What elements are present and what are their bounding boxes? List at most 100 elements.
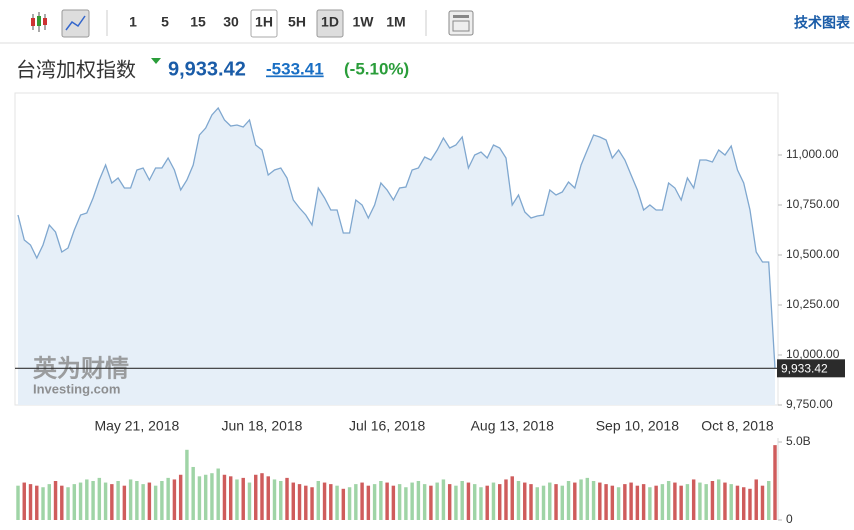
y-tick-label: 11,000.00: [786, 147, 839, 161]
volume-bar: [53, 481, 58, 520]
volume-bar: [385, 482, 389, 520]
volume-bar: [472, 484, 477, 520]
index-title: 台湾加权指数: [16, 58, 136, 81]
volume-bar: [172, 479, 177, 520]
volume-bar: [454, 485, 458, 520]
volume-bar: [404, 487, 408, 520]
interval-button[interactable]: 1W: [353, 14, 375, 30]
volume-bar: [228, 476, 233, 520]
volume-bar: [147, 482, 152, 520]
volume-bar: [479, 487, 483, 520]
volume-bar: [629, 482, 633, 520]
x-tick-label: Aug 13, 2018: [471, 418, 555, 434]
volume-bar: [666, 481, 671, 520]
volume-bar: [447, 484, 452, 520]
volume-bar: [16, 485, 20, 520]
volume-bar: [222, 474, 227, 520]
volume-bar: [347, 487, 352, 520]
volume-bar: [372, 484, 377, 520]
volume-bar: [410, 482, 414, 520]
volume-bar: [279, 481, 283, 520]
volume-bar: [210, 473, 214, 520]
volume-bar: [422, 484, 427, 520]
volume-bar: [335, 485, 339, 520]
volume-bar: [579, 479, 583, 520]
volume-tick-label: 5.0B: [786, 434, 811, 448]
interval-button[interactable]: 30: [223, 14, 239, 30]
volume-bar: [178, 474, 183, 520]
volume-bar: [197, 476, 202, 520]
y-tick-label: 10,750.00: [786, 197, 840, 211]
volume-bar: [673, 482, 677, 520]
volume-bar: [729, 484, 733, 520]
volume-bar: [548, 482, 552, 520]
volume-bar: [272, 479, 277, 520]
volume-bar: [635, 485, 640, 520]
volume-bar: [260, 473, 264, 520]
volume-bar: [128, 479, 133, 520]
volume-bar: [322, 482, 327, 520]
watermark-en: Investing.com: [33, 381, 120, 396]
volume-bar: [78, 482, 83, 520]
volume-bar: [566, 481, 571, 520]
toolbar: 1 5 15 30 1H 5H 1D 1W 1M 技术图表: [0, 9, 854, 44]
volume-bar: [185, 449, 189, 520]
volume-bar: [660, 484, 665, 520]
volume-bar: [135, 481, 139, 520]
table-icon-glyph: [453, 15, 469, 18]
volume-bar: [441, 479, 446, 520]
volume-bar: [266, 476, 270, 520]
interval-button[interactable]: 1: [129, 14, 137, 30]
last-price-tag: [777, 359, 845, 378]
volume-bar: [22, 482, 26, 520]
volume-bar: [679, 485, 683, 520]
technical-chart-link[interactable]: 技术图表: [794, 15, 851, 31]
volume-bar: [735, 485, 740, 520]
volume-bar: [310, 487, 314, 520]
table-icon-glyph: [452, 20, 470, 32]
interval-button[interactable]: 1H: [255, 14, 273, 30]
volume-bar: [754, 479, 758, 520]
volume-bar: [116, 481, 120, 520]
volume-bar: [216, 468, 220, 520]
interval-button[interactable]: 1M: [386, 14, 405, 30]
volume-bar: [247, 482, 252, 520]
volume-bar: [648, 487, 652, 520]
volume-bar: [535, 487, 539, 520]
volume-bar: [541, 485, 546, 520]
volume-bar: [60, 485, 64, 520]
volume-bar: [110, 484, 114, 520]
volume-tick-label: 0: [786, 512, 793, 526]
interval-button[interactable]: 1D: [321, 14, 339, 30]
volume-bar: [529, 484, 533, 520]
interval-button[interactable]: 5: [161, 14, 169, 30]
volume-bar: [166, 477, 170, 520]
volume-bar: [523, 482, 527, 520]
interval-button[interactable]: 15: [190, 14, 206, 30]
volume-bar: [704, 484, 708, 520]
price-area: [18, 108, 775, 405]
price-line: [17, 106, 776, 369]
volume-bar: [66, 487, 70, 520]
x-tick-label: May 21, 2018: [94, 418, 179, 434]
volume-bar: [710, 481, 715, 520]
volume-bar: [485, 485, 489, 520]
candle-icon[interactable]: [31, 12, 47, 32]
x-tick-label: Sep 10, 2018: [596, 418, 680, 434]
volume-bar: [591, 481, 596, 520]
change[interactable]: -533.41: [266, 59, 324, 78]
volume-bar: [429, 485, 433, 520]
volume-bar: [35, 485, 39, 520]
volume-bar: [623, 484, 627, 520]
volume-bar: [28, 484, 33, 520]
volume-bar: [203, 474, 208, 520]
volume-bar: [723, 482, 727, 520]
volume-bar: [360, 482, 364, 520]
interval-button[interactable]: 5H: [288, 14, 306, 30]
volume-bar: [435, 482, 439, 520]
volume-bar: [491, 482, 496, 520]
down-arrow: [151, 58, 161, 64]
volume-bar: [767, 481, 771, 520]
volume-bar: [498, 484, 502, 520]
y-tick-label: 10,500.00: [786, 247, 840, 261]
